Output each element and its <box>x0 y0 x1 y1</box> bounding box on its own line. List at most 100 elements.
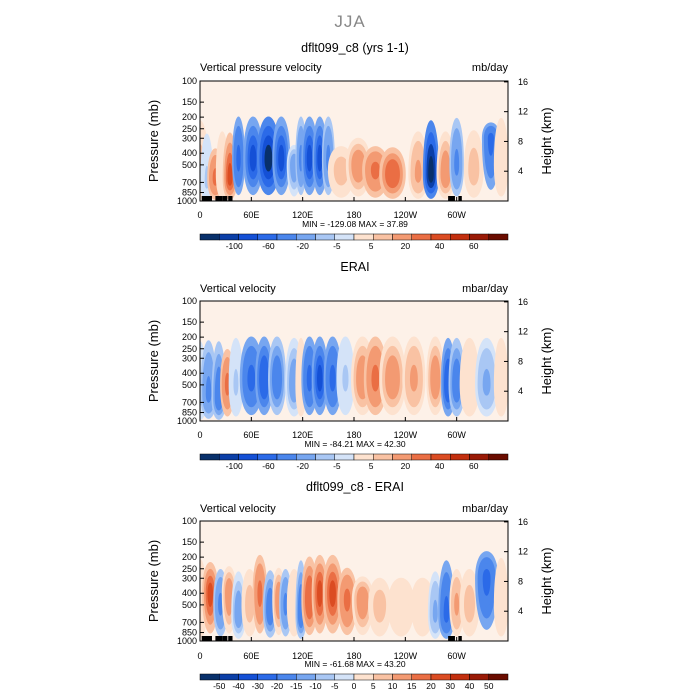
y-tick-label: 150 <box>182 97 197 107</box>
colorbar-label: -20 <box>297 461 310 471</box>
field-contour <box>264 144 273 172</box>
colorbar-box <box>430 673 451 681</box>
field-contour <box>482 569 491 596</box>
y-tick-label: 850 <box>182 628 197 638</box>
topography-block <box>448 636 455 641</box>
height-tick-label: 16 <box>518 297 528 307</box>
colorbar-box <box>353 673 374 681</box>
field-contour <box>466 592 473 616</box>
colorbar-label: -5 <box>333 461 341 471</box>
y-tick-label: 150 <box>182 537 197 547</box>
topography-block <box>458 636 462 641</box>
field-contour <box>236 599 241 623</box>
colorbar-box <box>430 453 451 461</box>
colorbar-box <box>315 453 335 461</box>
field-contour <box>317 364 323 392</box>
colorbar-label: -40 <box>232 681 245 691</box>
height-tick-label: 12 <box>518 327 528 337</box>
panel-title: dflt099_c8 (yrs 1-1) <box>301 41 409 55</box>
colorbar-box <box>315 233 335 241</box>
field-contour <box>267 596 273 620</box>
right-label: mbar/day <box>462 503 508 515</box>
y-tick-label: 500 <box>182 380 197 390</box>
colorbar-box <box>334 673 355 681</box>
colorbar-box <box>219 673 239 681</box>
y-tick-label: 100 <box>182 516 197 526</box>
field-contour <box>432 599 438 623</box>
field-contour <box>342 364 349 392</box>
field-contour <box>428 155 434 183</box>
field-contour <box>409 364 418 392</box>
field-contour <box>329 580 336 607</box>
field-layer <box>200 336 508 420</box>
height-tick-label: 4 <box>518 166 523 176</box>
colorbar-box <box>430 233 451 241</box>
field-contour <box>317 580 323 607</box>
colorbar-label: 10 <box>388 681 398 691</box>
colorbar-label: 0 <box>352 681 357 691</box>
height-tick-label: 16 <box>518 77 528 87</box>
panel-title: dflt099_c8 - ERAI <box>306 480 404 494</box>
field-contour <box>216 379 222 406</box>
x-tick-label: 60E <box>243 430 259 440</box>
colorbar-box <box>257 453 278 461</box>
height-tick-label: 12 <box>518 547 528 557</box>
colorbar-box <box>353 233 374 241</box>
topography-block <box>458 196 462 201</box>
y-tick-label: 700 <box>182 397 197 407</box>
field-contour <box>454 148 460 176</box>
colorbar-label: 30 <box>446 681 456 691</box>
field-contour <box>278 144 285 172</box>
height-tick-label: 12 <box>518 107 528 117</box>
field-contour <box>396 595 406 616</box>
field-contour <box>336 161 346 180</box>
field-contour <box>443 595 450 623</box>
y-tick-label: 200 <box>182 552 197 562</box>
y-tick-label: 400 <box>182 148 197 158</box>
colorbar-box <box>450 233 470 241</box>
field-contour <box>498 368 504 396</box>
colorbar-label: -100 <box>226 461 243 471</box>
colorbar-box <box>334 233 355 241</box>
field-contour <box>233 368 239 396</box>
y-tick-label: 1000 <box>177 636 197 646</box>
colorbar-box <box>219 453 239 461</box>
colorbar-box <box>257 673 278 681</box>
field-contour <box>249 144 257 172</box>
y-tick-label: 100 <box>182 76 197 86</box>
colorbar-box <box>411 673 432 681</box>
colorbar-label: -20 <box>297 241 310 251</box>
field-contour <box>453 368 460 396</box>
field-contour <box>358 591 367 612</box>
colorbar-label: 60 <box>469 241 479 251</box>
height-tick-label: 4 <box>518 386 523 396</box>
colorbar-box <box>276 673 297 681</box>
field-contour <box>454 592 460 616</box>
colorbar-box <box>199 673 220 681</box>
y-tick-label: 250 <box>182 124 197 134</box>
colorbar-label: 5 <box>369 241 374 251</box>
colorbar-box <box>296 673 316 681</box>
field-contour <box>414 159 422 183</box>
colorbar-box <box>315 673 335 681</box>
y-tick-label: 300 <box>182 573 197 583</box>
x-tick-label: 120E <box>292 651 313 661</box>
field-contour <box>247 364 256 392</box>
x-tick-label: 120W <box>394 651 418 661</box>
field-contour <box>236 144 241 172</box>
colorbar-box <box>199 453 220 461</box>
height-tick-label: 4 <box>518 606 523 616</box>
field-contour <box>329 364 336 392</box>
field-contour <box>200 592 203 620</box>
colorbar-label: -60 <box>262 461 275 471</box>
topography-block <box>201 636 212 641</box>
y-axis-label: Pressure (mb) <box>146 320 161 402</box>
field-contour <box>306 144 313 172</box>
y-axis-label: Pressure (mb) <box>146 100 161 182</box>
field-contour <box>354 155 363 176</box>
field-contour <box>226 584 232 607</box>
field-contour <box>283 592 288 616</box>
field-contour <box>224 372 230 396</box>
